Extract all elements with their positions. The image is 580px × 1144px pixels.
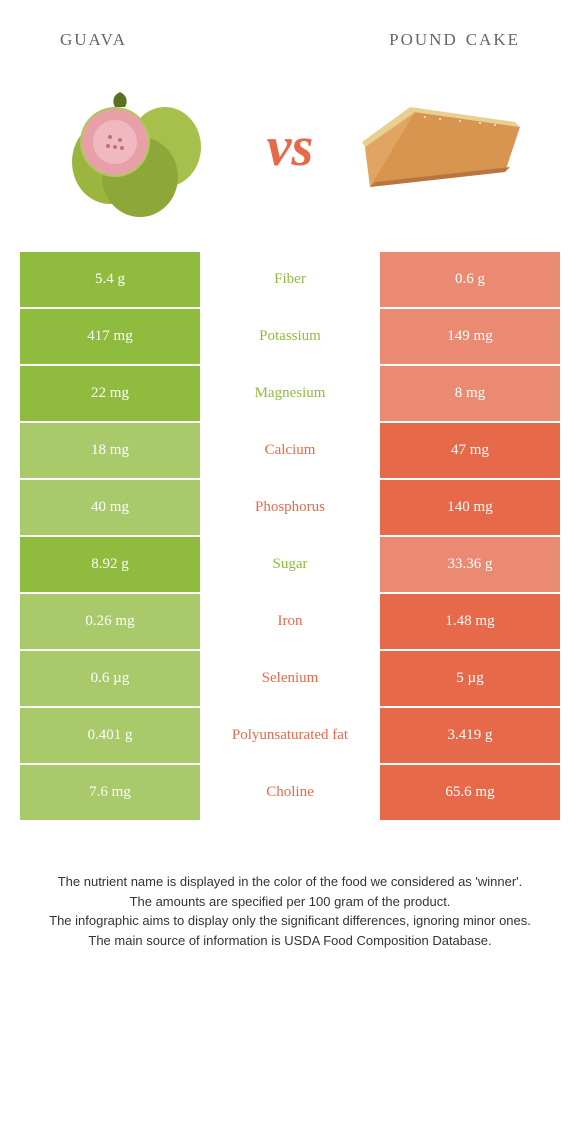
nutrient-label: Iron (200, 594, 380, 649)
footer-line: The nutrient name is displayed in the co… (45, 872, 535, 892)
nutrient-label: Polyunsaturated fat (200, 708, 380, 763)
left-value: 22 mg (20, 366, 200, 421)
nutrient-label: Sugar (200, 537, 380, 592)
left-value: 18 mg (20, 423, 200, 478)
right-value: 149 mg (380, 309, 560, 364)
nutrient-label: Choline (200, 765, 380, 820)
footer-line: The infographic aims to display only the… (45, 911, 535, 931)
vs-label: vs (267, 115, 314, 179)
right-food-title: pound cake (389, 25, 520, 52)
table-row: 0.6 µgSelenium5 µg (20, 651, 560, 706)
comparison-table: 5.4 gFiber0.6 g417 mgPotassium149 mg22 m… (20, 252, 560, 820)
table-row: 0.401 gPolyunsaturated fat3.419 g (20, 708, 560, 763)
left-food-title: guava (60, 25, 127, 52)
right-value: 33.36 g (380, 537, 560, 592)
left-value: 417 mg (20, 309, 200, 364)
left-value: 0.6 µg (20, 651, 200, 706)
table-row: 18 mgCalcium47 mg (20, 423, 560, 478)
left-value: 40 mg (20, 480, 200, 535)
footer-line: The amounts are specified per 100 gram o… (45, 892, 535, 912)
right-value: 8 mg (380, 366, 560, 421)
nutrient-label: Magnesium (200, 366, 380, 421)
table-row: 417 mgPotassium149 mg (20, 309, 560, 364)
right-value: 140 mg (380, 480, 560, 535)
nutrient-label: Potassium (200, 309, 380, 364)
left-value: 0.26 mg (20, 594, 200, 649)
pound-cake-image (350, 72, 530, 222)
table-row: 0.26 mgIron1.48 mg (20, 594, 560, 649)
right-value: 3.419 g (380, 708, 560, 763)
left-value: 8.92 g (20, 537, 200, 592)
nutrient-label: Selenium (200, 651, 380, 706)
right-value: 0.6 g (380, 252, 560, 307)
right-value: 65.6 mg (380, 765, 560, 820)
images-row: vs (20, 72, 560, 252)
footer-notes: The nutrient name is displayed in the co… (20, 822, 560, 950)
footer-line: The main source of information is USDA F… (45, 931, 535, 951)
table-row: 5.4 gFiber0.6 g (20, 252, 560, 307)
table-row: 22 mgMagnesium8 mg (20, 366, 560, 421)
right-value: 5 µg (380, 651, 560, 706)
left-value: 5.4 g (20, 252, 200, 307)
table-row: 7.6 mgCholine65.6 mg (20, 765, 560, 820)
left-value: 0.401 g (20, 708, 200, 763)
nutrient-label: Phosphorus (200, 480, 380, 535)
left-value: 7.6 mg (20, 765, 200, 820)
table-row: 40 mgPhosphorus140 mg (20, 480, 560, 535)
right-value: 47 mg (380, 423, 560, 478)
nutrient-label: Fiber (200, 252, 380, 307)
table-row: 8.92 gSugar33.36 g (20, 537, 560, 592)
right-value: 1.48 mg (380, 594, 560, 649)
guava-image (50, 72, 230, 222)
nutrient-label: Calcium (200, 423, 380, 478)
header: guava pound cake (20, 25, 560, 72)
